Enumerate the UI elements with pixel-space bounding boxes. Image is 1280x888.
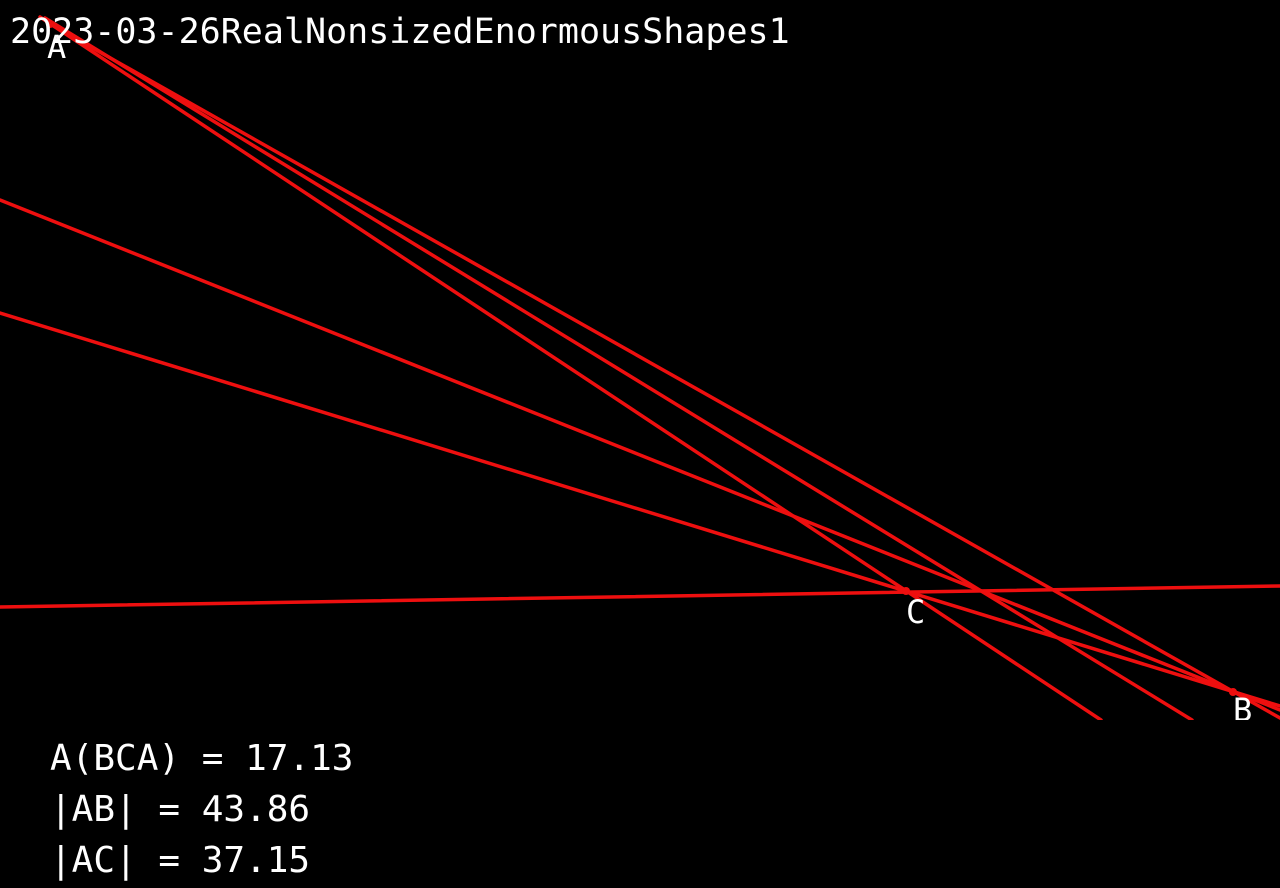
area-measurement: A(BCA) = 17.13: [50, 738, 354, 779]
geometry-canvas: A C B 2023-03-26RealNonsizedEnormousShap…: [0, 12, 1280, 720]
point-label-b: B: [1233, 691, 1253, 720]
length-ac-measurement: |AC| = 37.15: [50, 840, 311, 881]
point-label-a: A: [47, 28, 67, 66]
page-title: 2023-03-26RealNonsizedEnormousShapes1: [10, 12, 790, 52]
line-a-third: [43, 16, 1194, 720]
line-ac: [38, 15, 1103, 720]
point-label-c: C: [906, 593, 926, 631]
line-left-lower: [0, 311, 1280, 708]
length-ab-measurement: |AB| = 43.86: [50, 789, 311, 830]
point-b-marker: [1229, 688, 1237, 696]
point-a-marker: [46, 20, 54, 28]
point-c-marker: [902, 587, 910, 595]
line-horizontal: [0, 584, 1280, 609]
line-left-upper: [0, 198, 1280, 712]
line-ab: [48, 22, 1280, 720]
geometry-drawing: [0, 15, 1280, 720]
measurements-panel: A(BCA) = 17.13 |AB| = 43.86 |AC| = 37.15: [50, 733, 353, 886]
